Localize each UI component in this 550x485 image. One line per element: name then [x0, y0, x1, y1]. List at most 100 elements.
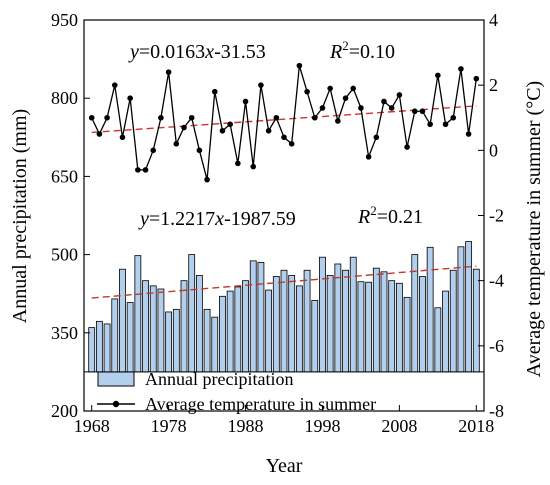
precipitation-bar — [242, 280, 249, 373]
legend-swatch-temperature-marker — [112, 400, 120, 408]
y-left-tick-label: 800 — [51, 88, 78, 108]
precipitation-bar — [165, 311, 173, 373]
temperature-point — [196, 147, 203, 154]
temperature-point — [235, 160, 241, 167]
precipitation-bar — [395, 282, 403, 373]
precipitation-eq-y: y — [138, 208, 149, 230]
precipitation-bar — [326, 275, 334, 373]
temperature-trend-r2: R2=0.10 — [329, 38, 395, 63]
precipitation-bar — [411, 254, 419, 373]
temperature-point — [373, 134, 380, 141]
precipitation-bar — [319, 256, 326, 373]
y-right-tick-label: 0 — [489, 140, 498, 160]
temperature-point — [258, 82, 264, 88]
temperature-eq-intercept: -31.53 — [214, 41, 266, 63]
temperature-point — [396, 92, 403, 98]
precipitation-bar — [295, 285, 303, 373]
temperature-point — [335, 118, 341, 124]
precipitation-trend-r2: R2=0.21 — [357, 203, 423, 228]
precipitation-trend-equation: y=1.2217x-1987.59 — [138, 208, 296, 230]
temperature-point — [204, 176, 210, 183]
temperature-point — [250, 163, 257, 170]
temperature-point — [296, 62, 303, 69]
y-axis-right-title: Average temperature in summer (°C) — [523, 81, 545, 377]
precipitation-bar — [303, 269, 311, 373]
legend-label-precipitation: Annual precipitation — [145, 369, 293, 389]
y-right-tick-label: -2 — [489, 206, 504, 226]
temperature-point — [435, 72, 441, 79]
temperature-point — [450, 114, 457, 121]
temperature-point — [388, 105, 395, 111]
precipitation-bar — [419, 276, 426, 373]
precipitation-trend-line — [91, 265, 477, 299]
temperature-trend-equation: y=0.0163x-31.53 — [128, 41, 266, 63]
precipitation-bar — [234, 286, 242, 373]
temperature-point — [219, 127, 226, 134]
temperature-point — [111, 82, 118, 88]
temperature-point — [288, 141, 295, 147]
y-right-tick-label: -6 — [489, 336, 504, 356]
temperature-line-series — [88, 62, 480, 183]
y-axis-left-title: Annual precipitation (mm) — [9, 109, 31, 323]
precipitation-bar — [426, 246, 434, 373]
precipitation-bar — [172, 308, 180, 373]
temperature-point — [327, 85, 333, 92]
precipitation-bar — [434, 307, 442, 373]
precipitation-bar — [134, 255, 142, 373]
x-tick-label: 1978 — [151, 416, 187, 436]
x-tick-label: 1968 — [74, 416, 110, 436]
precipitation-bar — [126, 302, 134, 373]
temperature-point — [411, 108, 418, 115]
precipitation-bar — [272, 276, 280, 373]
temperature-point — [311, 114, 318, 121]
temperature-point — [381, 98, 387, 105]
precipitation-bar — [457, 246, 465, 373]
precipitation-bar — [280, 269, 288, 373]
temperature-point — [88, 114, 95, 121]
temperature-point — [127, 95, 133, 101]
precipitation-bar — [388, 280, 396, 373]
temperature-point — [442, 121, 449, 128]
precipitation-bar — [119, 268, 126, 373]
temperature-r2-value: =0.10 — [349, 41, 395, 63]
precipitation-bar — [342, 269, 349, 373]
precipitation-bar — [357, 281, 365, 373]
temperature-line — [91, 65, 477, 180]
precipitation-bar — [88, 327, 96, 373]
temperature-point — [404, 144, 410, 150]
precipitation-bar — [226, 290, 234, 373]
precipitation-bar — [372, 267, 380, 373]
temperature-eq-coef: =0.0163 — [139, 41, 205, 63]
temperature-trend-line — [91, 105, 477, 134]
x-tick-label: 1988 — [228, 416, 264, 436]
y-right-tick-label: 2 — [489, 75, 498, 95]
temperature-point — [104, 114, 110, 121]
precipitation-bar — [403, 296, 411, 373]
precipitation-bar — [334, 263, 342, 373]
precipitation-bar — [203, 308, 211, 373]
precipitation-bar — [249, 260, 257, 373]
legend-label-temperature: Average temperature in summer — [145, 394, 376, 414]
precipitation-bar — [349, 256, 357, 373]
temperature-point — [135, 167, 141, 173]
temperature-point — [150, 147, 157, 154]
precipitation-bar — [103, 323, 111, 373]
legend-swatch-precipitation — [97, 371, 135, 387]
temperature-point — [96, 131, 103, 137]
precipitation-bar — [157, 288, 165, 373]
temperature-point — [281, 134, 287, 141]
precipitation-bar — [149, 285, 157, 373]
y-right-tick-label: 4 — [489, 10, 498, 30]
temperature-point — [273, 114, 280, 121]
precipitation-r2-sup: 2 — [370, 203, 377, 218]
precipitation-bar — [365, 281, 373, 373]
temperature-eq-y: y — [128, 41, 139, 63]
temperature-point — [173, 141, 180, 147]
precipitation-bar — [288, 275, 296, 373]
y-left-tick-label: 500 — [51, 245, 78, 265]
temperature-point — [473, 75, 480, 82]
temperature-point — [350, 85, 357, 92]
y-left-tick-label: 650 — [51, 166, 78, 186]
precipitation-r2-label: R — [357, 206, 370, 228]
